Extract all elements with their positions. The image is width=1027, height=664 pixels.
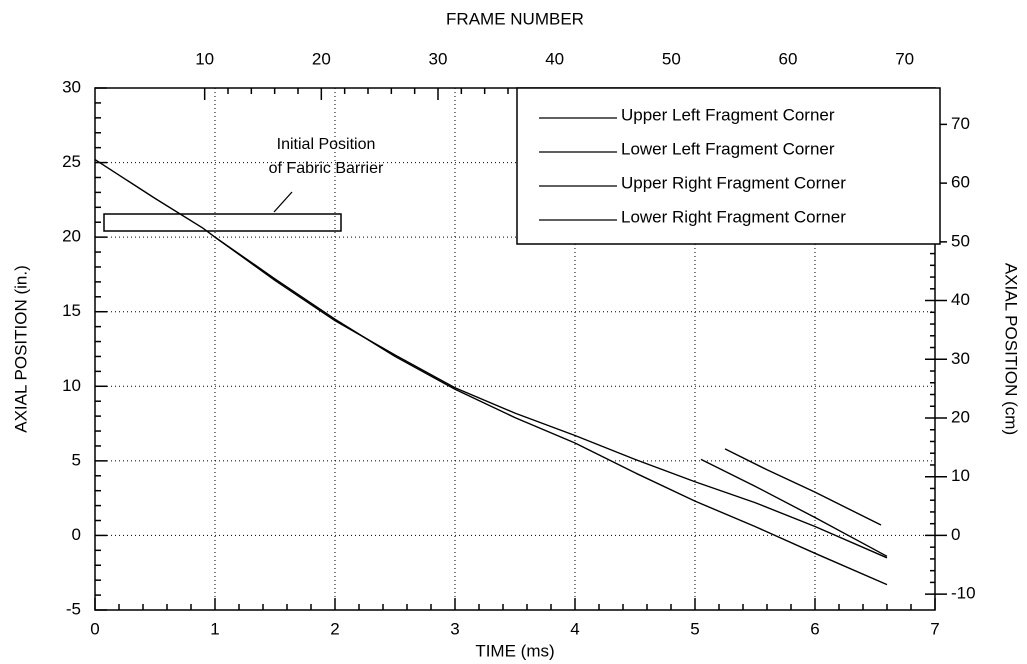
x2-tick-label: 10 bbox=[195, 49, 214, 68]
x-tick-label: 4 bbox=[570, 619, 579, 638]
x2-tick-label: 70 bbox=[895, 49, 914, 68]
y-tick-label: 0 bbox=[72, 525, 81, 544]
legend-box bbox=[516, 87, 941, 245]
x-tick-label: 6 bbox=[810, 619, 819, 638]
series-line bbox=[94, 159, 888, 559]
x-tick-label: 7 bbox=[930, 619, 939, 638]
y-tick-label: 5 bbox=[72, 450, 81, 469]
series-line bbox=[214, 236, 888, 586]
y2-tick-label: 70 bbox=[951, 114, 970, 133]
y2-tick-label: 50 bbox=[951, 231, 970, 250]
y-tick-label: 20 bbox=[62, 227, 81, 246]
y2-tick-label: 0 bbox=[951, 525, 960, 544]
y2-tick-label: 30 bbox=[951, 349, 970, 368]
legend-label: Lower Right Fragment Corner bbox=[621, 207, 846, 226]
x-tick-label: 5 bbox=[690, 619, 699, 638]
x-axis-title: TIME (ms) bbox=[475, 641, 554, 660]
annotation: Initial Position bbox=[277, 136, 376, 153]
x-tick-label: 3 bbox=[450, 619, 459, 638]
legend-label: Lower Left Fragment Corner bbox=[621, 139, 835, 158]
y-tick-label: 30 bbox=[62, 77, 81, 96]
legend-label: Upper Left Fragment Corner bbox=[621, 105, 835, 124]
annotation: of Fabric Barrier bbox=[269, 160, 384, 177]
annotation-leader bbox=[273, 191, 293, 213]
series-line bbox=[700, 458, 888, 557]
y-tick-label: 10 bbox=[62, 376, 81, 395]
x2-tick-label: 50 bbox=[662, 49, 681, 68]
x2-tick-label: 40 bbox=[545, 49, 564, 68]
y-tick-label: -5 bbox=[66, 599, 81, 618]
y-tick-label: 25 bbox=[62, 152, 81, 171]
x2-tick-label: 60 bbox=[779, 49, 798, 68]
y2-tick-label: 60 bbox=[951, 173, 970, 192]
fabric-barrier bbox=[103, 213, 342, 232]
plot-frame bbox=[94, 87, 936, 611]
x-tick-label: 1 bbox=[210, 619, 219, 638]
x2-axis-title: FRAME NUMBER bbox=[446, 9, 584, 28]
y2-tick-label: 20 bbox=[951, 407, 970, 426]
legend-label: Upper Right Fragment Corner bbox=[621, 173, 846, 192]
y-axis-title: AXIAL POSITION (in.) bbox=[11, 265, 30, 433]
x2-tick-label: 30 bbox=[429, 49, 448, 68]
y2-tick-label: 40 bbox=[951, 290, 970, 309]
x-tick-label: 0 bbox=[90, 619, 99, 638]
y2-axis-title: AXIAL POSITION (cm) bbox=[1002, 263, 1021, 435]
x-tick-label: 2 bbox=[330, 619, 339, 638]
series-line bbox=[724, 448, 882, 526]
y-tick-label: 15 bbox=[62, 301, 81, 320]
x2-tick-label: 20 bbox=[312, 49, 331, 68]
y2-tick-label: 10 bbox=[951, 466, 970, 485]
y2-tick-label: -10 bbox=[951, 584, 976, 603]
